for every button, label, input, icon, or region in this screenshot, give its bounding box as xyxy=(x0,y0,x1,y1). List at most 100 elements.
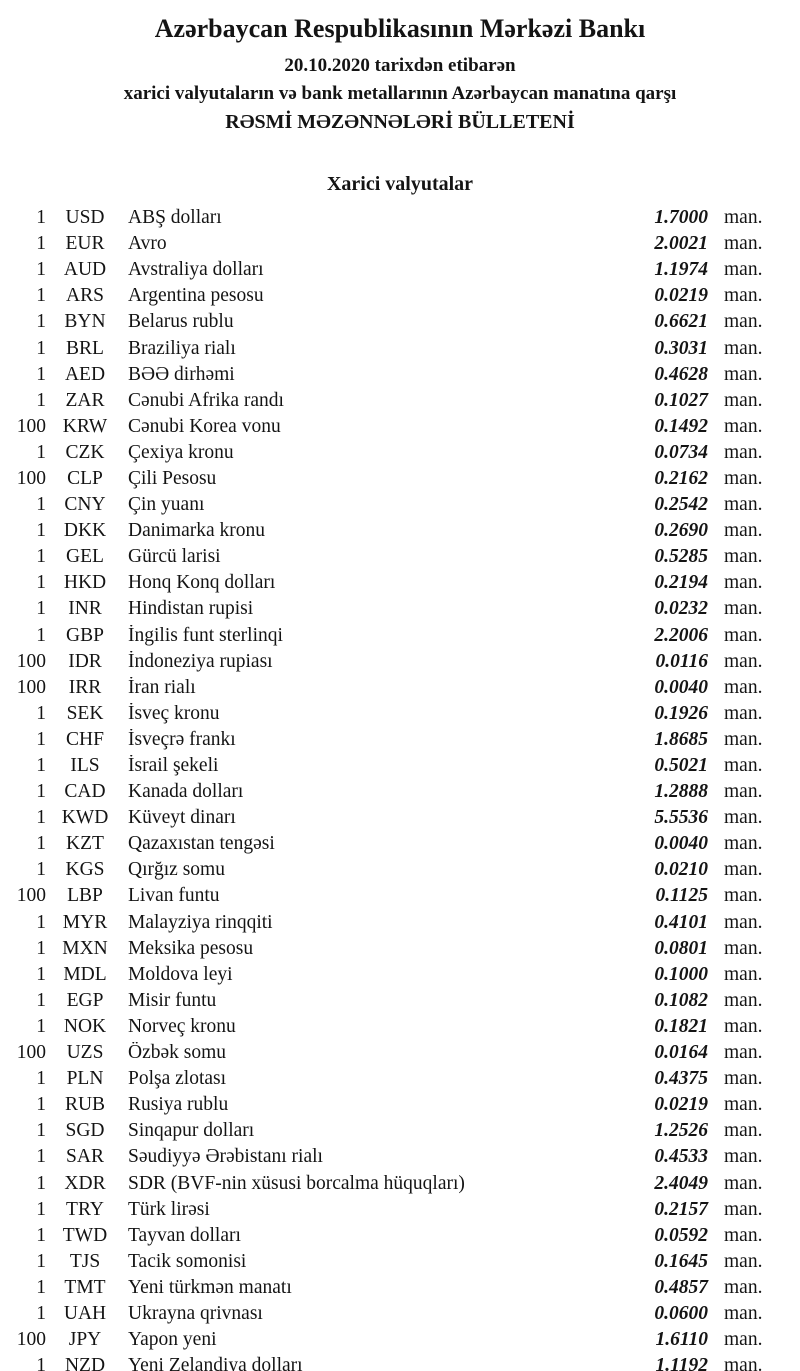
rate-row: 1 ILS İsrail şekeli 0.5021 man. xyxy=(0,753,800,779)
rate-row: 1 TJS Tacik somonisi 0.1645 man. xyxy=(0,1249,800,1275)
unit-cell: man. xyxy=(724,937,763,959)
effective-date-line: 20.10.2020 tarixdən etibarən xyxy=(284,55,516,76)
rate-row: 100 CLP Çili Pesosu 0.2162 man. xyxy=(0,466,800,492)
quantity-cell: 1 xyxy=(36,859,46,881)
quantity-cell: 1 xyxy=(36,337,46,359)
rate-row: 1 UAH Ukrayna qrivnası 0.0600 man. xyxy=(0,1301,800,1327)
unit-cell: man. xyxy=(724,1146,763,1168)
unit-cell: man. xyxy=(724,1120,763,1142)
currency-name-cell: SDR (BVF-nin xüsusi borcalma hüquqları) xyxy=(128,1172,465,1194)
rate-value-cell: 1.1974 xyxy=(654,259,708,281)
unit-cell: man. xyxy=(724,337,763,359)
unit-cell: man. xyxy=(724,624,763,646)
rate-row: 1 GEL Gürcü larisi 0.5285 man. xyxy=(0,544,800,570)
rate-value-cell: 0.4533 xyxy=(654,1146,708,1168)
rate-value-cell: 0.0232 xyxy=(654,598,708,620)
rate-value-cell: 2.4049 xyxy=(654,1172,708,1194)
currency-name-cell: Rusiya rublu xyxy=(128,1094,229,1116)
rate-value-cell: 0.5021 xyxy=(654,755,708,777)
unit-cell: man. xyxy=(724,598,763,620)
currency-name-cell: Norveç kronu xyxy=(128,1015,236,1037)
rate-value-cell: 0.2194 xyxy=(654,572,708,594)
quantity-cell: 1 xyxy=(36,1068,46,1090)
currency-name-cell: Çexiya kronu xyxy=(128,441,234,463)
currency-code-cell: SGD xyxy=(65,1120,105,1142)
currency-name-cell: Tayvan dolları xyxy=(128,1224,241,1246)
rate-row: 1 BRL Braziliya rialı 0.3031 man. xyxy=(0,335,800,361)
quantity-cell: 1 xyxy=(36,1198,46,1220)
rate-value-cell: 0.0801 xyxy=(654,937,708,959)
currency-name-cell: Meksika pesosu xyxy=(128,937,254,959)
currency-name-cell: Gürcü larisi xyxy=(128,546,221,568)
rate-row: 1 DKK Danimarka kronu 0.2690 man. xyxy=(0,518,800,544)
unit-cell: man. xyxy=(724,441,763,463)
currency-code-cell: RUB xyxy=(64,1094,106,1116)
unit-cell: man. xyxy=(724,233,763,255)
rate-row: 1 SAR Səudiyyə Ərəbistanı rialı 0.4533 m… xyxy=(0,1144,800,1170)
rate-row: 1 INR Hindistan rupisi 0.0232 man. xyxy=(0,596,800,622)
currency-code-cell: ILS xyxy=(70,755,100,777)
rate-value-cell: 0.0219 xyxy=(654,1094,708,1116)
rate-value-cell: 0.0592 xyxy=(654,1224,708,1246)
currency-name-cell: Çin yuanı xyxy=(128,494,205,516)
rate-row: 1 NOK Norveç kronu 0.1821 man. xyxy=(0,1014,800,1040)
rate-row: 1 NZD Yeni Zelandiya dolları 1.1192 man. xyxy=(0,1353,800,1371)
currency-code-cell: GEL xyxy=(66,546,104,568)
unit-cell: man. xyxy=(724,859,763,881)
unit-cell: man. xyxy=(724,1302,763,1324)
rate-row: 1 EUR Avro 2.0021 man. xyxy=(0,231,800,257)
currency-code-cell: KGS xyxy=(65,859,105,881)
rate-row: 1 SGD Sinqapur dolları 1.2526 man. xyxy=(0,1118,800,1144)
currency-name-cell: Türk lirəsi xyxy=(128,1198,210,1220)
unit-cell: man. xyxy=(724,415,763,437)
quantity-cell: 1 xyxy=(36,441,46,463)
quantity-cell: 1 xyxy=(36,1146,46,1168)
rate-value-cell: 0.1492 xyxy=(654,415,708,437)
rate-value-cell: 0.1125 xyxy=(655,885,708,907)
rate-row: 1 ZAR Cənubi Afrika randı 0.1027 man. xyxy=(0,388,800,414)
rate-value-cell: 0.2690 xyxy=(654,520,708,542)
currency-code-cell: CZK xyxy=(65,441,105,463)
rate-value-cell: 1.1192 xyxy=(655,1355,708,1371)
rate-value-cell: 0.2162 xyxy=(654,467,708,489)
unit-cell: man. xyxy=(724,1068,763,1090)
unit-cell: man. xyxy=(724,885,763,907)
currency-name-cell: Küveyt dinarı xyxy=(128,807,236,829)
currency-name-cell: Honq Konq dolları xyxy=(128,572,276,594)
currency-code-cell: MDL xyxy=(63,963,107,985)
unit-cell: man. xyxy=(724,467,763,489)
rate-row: 1 XDR SDR (BVF-nin xüsusi borcalma hüquq… xyxy=(0,1170,800,1196)
section-title-foreign-currencies: Xarici valyutalar xyxy=(326,173,474,195)
quantity-cell: 1 xyxy=(36,389,46,411)
currency-code-cell: KZT xyxy=(66,833,104,855)
currency-code-cell: HKD xyxy=(63,572,107,594)
currency-code-cell: MYR xyxy=(62,911,108,933)
quantity-cell: 1 xyxy=(36,755,46,777)
currency-name-cell: Cənubi Afrika randı xyxy=(128,389,284,411)
currency-name-cell: Səudiyyə Ərəbistanı rialı xyxy=(128,1146,323,1168)
currency-code-cell: PLN xyxy=(66,1068,104,1090)
rate-value-cell: 0.0040 xyxy=(654,833,708,855)
unit-cell: man. xyxy=(724,389,763,411)
rate-row: 100 UZS Özbək somu 0.0164 man. xyxy=(0,1040,800,1066)
unit-cell: man. xyxy=(724,1172,763,1194)
quantity-cell: 1 xyxy=(36,363,46,385)
quantity-cell: 1 xyxy=(36,963,46,985)
rate-value-cell: 0.2157 xyxy=(654,1198,708,1220)
rate-value-cell: 0.3031 xyxy=(654,337,708,359)
rate-row: 1 EGP Misir funtu 0.1082 man. xyxy=(0,988,800,1014)
unit-cell: man. xyxy=(724,494,763,516)
quantity-cell: 100 xyxy=(16,650,46,672)
unit-cell: man. xyxy=(724,259,763,281)
quantity-cell: 1 xyxy=(36,833,46,855)
unit-cell: man. xyxy=(724,1198,763,1220)
currency-name-cell: BƏƏ dirhəmi xyxy=(128,363,235,385)
unit-cell: man. xyxy=(724,807,763,829)
rate-row: 1 ARS Argentina pesosu 0.0219 man. xyxy=(0,283,800,309)
currency-name-cell: İngilis funt sterlinqi xyxy=(128,624,283,646)
unit-cell: man. xyxy=(724,833,763,855)
unit-cell: man. xyxy=(724,1042,763,1064)
unit-cell: man. xyxy=(724,676,763,698)
currency-code-cell: IDR xyxy=(68,650,102,672)
